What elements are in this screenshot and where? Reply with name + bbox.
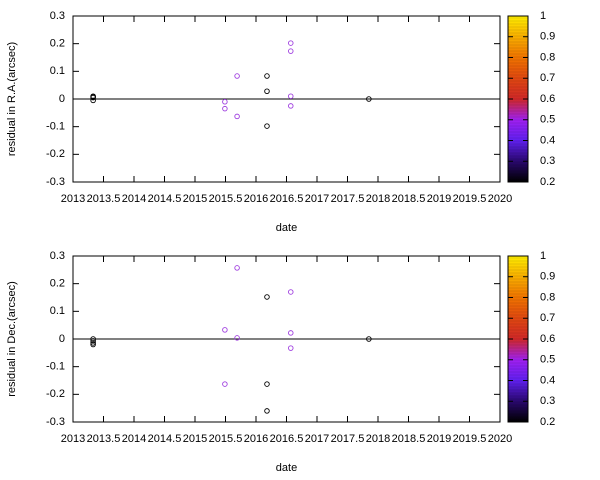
x-tick-label: 2015 <box>183 433 207 445</box>
x-tick-label: 2017.5 <box>331 433 365 445</box>
colorbar-tick-label: 0.8 <box>540 291 555 303</box>
colorbar-tick-label: 0.6 <box>540 93 555 105</box>
data-point <box>234 265 240 271</box>
data-point <box>366 96 372 102</box>
x-tick-label: 2013 <box>61 433 85 445</box>
colorbar-tick-label: 0.2 <box>540 416 555 428</box>
data-point <box>264 294 270 300</box>
x-axis-label: date <box>276 222 297 234</box>
colorbar-tick-label: 0.8 <box>540 51 555 63</box>
x-tick-label: 2020 <box>488 433 512 445</box>
x-tick-label: 2013 <box>61 193 85 205</box>
x-tick-label: 2017 <box>305 433 329 445</box>
x-tick-label: 2018.5 <box>392 193 426 205</box>
x-tick-label: 2020 <box>488 193 512 205</box>
data-point <box>90 341 96 348</box>
data-point <box>264 123 270 129</box>
x-tick-label: 2019 <box>427 433 451 445</box>
data-point <box>264 408 270 414</box>
data-point <box>90 336 96 342</box>
y-tick-label: 0 <box>59 333 65 345</box>
colorbar-tick-label: 0.5 <box>540 114 555 126</box>
data-point <box>90 94 96 101</box>
x-tick-label: 2013.5 <box>87 193 121 205</box>
y-tick-label: -0.3 <box>46 416 65 428</box>
colorbar-tick-label: 0.9 <box>540 31 555 43</box>
x-tick-label: 2014.5 <box>148 433 182 445</box>
x-tick-label: 2016 <box>244 193 268 205</box>
y-tick-label: -0.1 <box>46 121 65 133</box>
x-tick-label: 2015.5 <box>209 193 243 205</box>
colorbar-tick-label: 0.4 <box>540 374 555 386</box>
y-tick-label: 0.1 <box>50 305 65 317</box>
data-point <box>90 97 96 104</box>
x-tick-label: 2014 <box>122 193 146 205</box>
data-point <box>234 335 240 341</box>
y-tick-label: 0.2 <box>50 38 65 50</box>
colorbar-tick-label: 0.7 <box>540 72 555 84</box>
x-tick-label: 2016 <box>244 433 268 445</box>
data-point <box>234 113 240 120</box>
data-point <box>222 381 228 387</box>
data-point <box>222 327 228 333</box>
data-point <box>288 345 294 351</box>
data-point <box>288 103 294 109</box>
x-tick-label: 2016.5 <box>270 193 304 205</box>
y-tick-label: -0.2 <box>46 388 65 400</box>
data-point <box>288 40 294 46</box>
x-tick-label: 2013.5 <box>87 433 121 445</box>
x-tick-label: 2015 <box>183 193 207 205</box>
x-tick-label: 2019.5 <box>453 433 487 445</box>
colorbar-tick-label: 0.2 <box>540 176 555 188</box>
x-tick-label: 2017 <box>305 193 329 205</box>
y-tick-label: 0 <box>59 93 65 105</box>
x-tick-label: 2014 <box>122 433 146 445</box>
data-point <box>234 73 240 79</box>
data-point <box>222 105 228 112</box>
colorbar-tick-label: 0.7 <box>540 312 555 324</box>
y-tick-label: 0.3 <box>50 250 65 262</box>
x-tick-label: 2015.5 <box>209 433 243 445</box>
x-tick-label: 2016.5 <box>270 433 304 445</box>
colorbar-tick-label: 0.5 <box>540 354 555 366</box>
x-axis-label: date <box>276 462 297 474</box>
x-tick-label: 2014.5 <box>148 193 182 205</box>
colorbar-tick-label: 0.9 <box>540 271 555 283</box>
colorbar-tick-label: 0.4 <box>540 134 555 146</box>
x-tick-label: 2018 <box>366 433 390 445</box>
colorbar-tick-label: 1 <box>540 250 546 262</box>
y-tick-label: 0.3 <box>50 10 65 22</box>
x-tick-label: 2019 <box>427 193 451 205</box>
data-point <box>288 93 294 99</box>
data-point <box>288 48 294 54</box>
y-axis-label: residual in R.A.(arcsec) <box>6 42 18 156</box>
y-axis-label: residual in Dec.(arcsec) <box>6 281 18 397</box>
colorbar-tick-label: 0.3 <box>540 155 555 167</box>
data-point <box>264 88 270 95</box>
colorbar-tick-label: 0.6 <box>540 333 555 345</box>
data-point <box>90 338 96 344</box>
data-point <box>222 99 228 105</box>
x-tick-label: 2017.5 <box>331 193 365 205</box>
x-tick-label: 2018 <box>366 193 390 205</box>
data-point <box>288 330 294 336</box>
x-tick-label: 2019.5 <box>453 193 487 205</box>
x-tick-label: 2018.5 <box>392 433 426 445</box>
y-tick-label: -0.2 <box>46 148 65 160</box>
data-point <box>366 336 372 342</box>
data-point <box>264 381 270 387</box>
y-tick-label: -0.3 <box>46 176 65 188</box>
y-tick-label: 0.1 <box>50 65 65 77</box>
data-point <box>288 289 294 295</box>
y-tick-label: -0.1 <box>46 361 65 373</box>
data-point <box>264 73 270 79</box>
data-point <box>90 340 96 346</box>
y-tick-label: 0.2 <box>50 278 65 290</box>
colorbar-tick-label: 0.3 <box>540 395 555 407</box>
colorbar-tick-label: 1 <box>540 10 546 22</box>
